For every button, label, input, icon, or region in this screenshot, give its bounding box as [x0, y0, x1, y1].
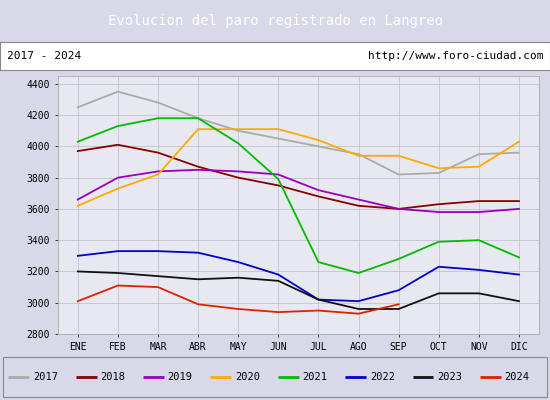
Text: 2017: 2017: [33, 372, 58, 382]
Bar: [3, 357, 547, 397]
Text: 2018: 2018: [101, 372, 125, 382]
Text: 2022: 2022: [370, 372, 395, 382]
Text: 2021: 2021: [302, 372, 327, 382]
Text: 2020: 2020: [235, 372, 260, 382]
Text: http://www.foro-ciudad.com: http://www.foro-ciudad.com: [368, 51, 543, 61]
Text: 2024: 2024: [505, 372, 530, 382]
Text: 2017 - 2024: 2017 - 2024: [7, 51, 81, 61]
Text: 2023: 2023: [437, 372, 462, 382]
Text: 2019: 2019: [168, 372, 192, 382]
Text: Evolucion del paro registrado en Langreo: Evolucion del paro registrado en Langreo: [107, 14, 443, 28]
